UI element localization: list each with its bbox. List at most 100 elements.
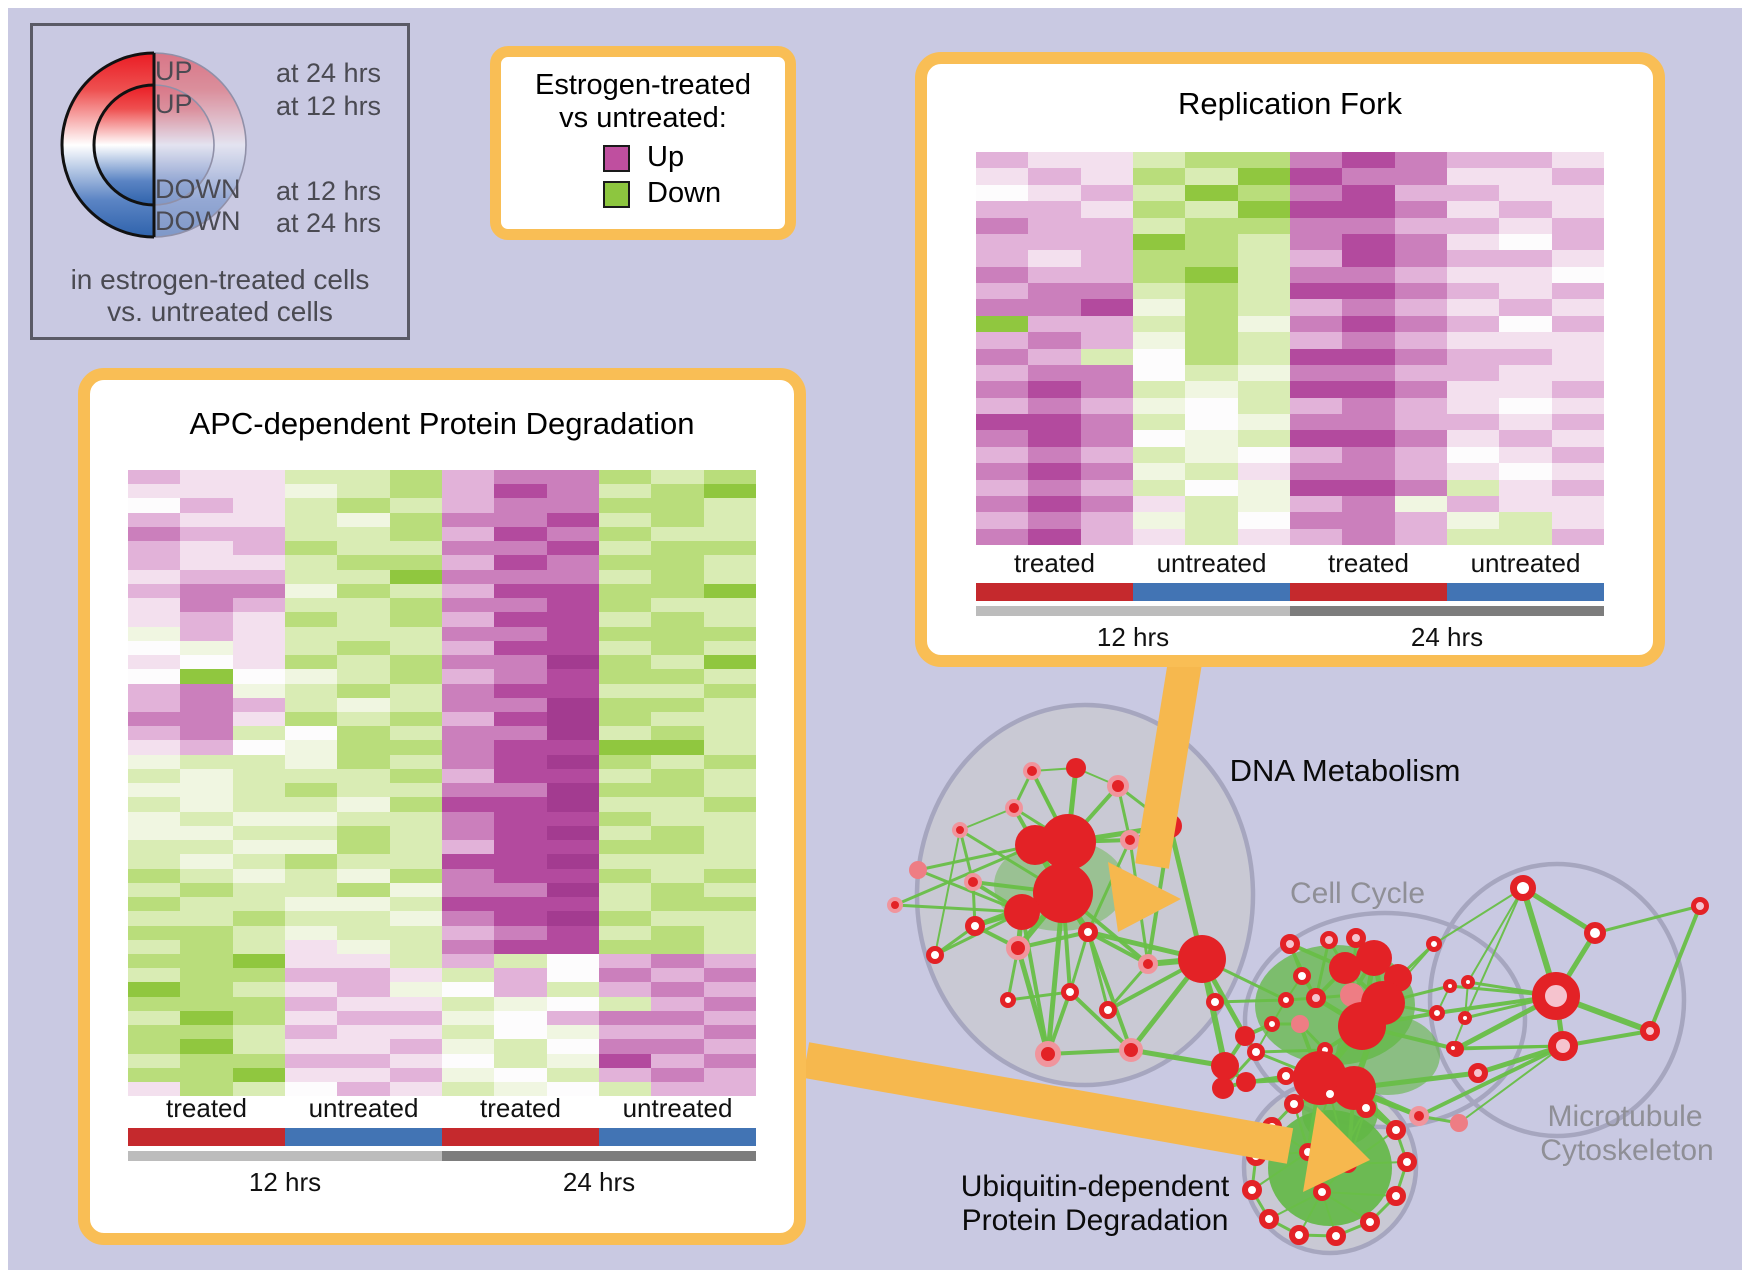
- gene-node-ring: [1640, 1021, 1660, 1041]
- network-edge: [934, 829, 961, 956]
- heatmap-row: [128, 669, 756, 684]
- heatmap-cell: [1237, 315, 1290, 333]
- heatmap-cell: [389, 1010, 442, 1026]
- gene-node-ring: [1000, 992, 1016, 1008]
- heatmap-cell: [1080, 348, 1133, 365]
- network-edge: [893, 843, 1037, 907]
- heatmap-cell: [232, 626, 285, 641]
- heatmap-cell: [1446, 463, 1500, 480]
- heatmap-cell: [546, 1010, 599, 1026]
- heatmap-cell: [494, 683, 547, 698]
- heatmap-cell: [128, 1010, 181, 1026]
- gene-node-ring: [1397, 1152, 1417, 1172]
- gene-node-ring: [1443, 979, 1457, 993]
- heatmap-cell: [441, 1010, 495, 1026]
- heatmap-cell: [651, 583, 704, 599]
- heatmap-cell: [284, 484, 338, 499]
- heatmap-cell: [284, 953, 338, 969]
- heatmap-cell: [703, 939, 756, 954]
- gene-node-ring: [1468, 1063, 1488, 1083]
- heatmap-cell: [1394, 266, 1447, 283]
- heatmap-cell: [441, 968, 495, 983]
- heatmap-cell: [546, 925, 599, 940]
- heatmap-cell: [703, 683, 756, 698]
- network-edge: [1068, 930, 1090, 994]
- heatmap-cell: [1132, 479, 1186, 496]
- heatmap-cell: [703, 711, 756, 727]
- heatmap-cell: [1446, 348, 1500, 365]
- gene-node-ring: [1313, 1183, 1331, 1201]
- heatmap-cell: [546, 797, 599, 812]
- heatmap-row: [128, 655, 756, 670]
- heatmap-cell: [180, 640, 233, 656]
- heatmap-cell: [1394, 463, 1447, 480]
- heatmap-cell: [976, 463, 1029, 480]
- gene-node-ring: [1409, 1106, 1429, 1126]
- heatmap-row: [976, 332, 1604, 349]
- heatmap-cell: [1499, 283, 1552, 300]
- gene-node-ring: [1458, 1011, 1472, 1025]
- network-edge: [1020, 910, 1050, 1056]
- heatmap-cell: [128, 1067, 181, 1083]
- heatmap-cell: [546, 911, 599, 926]
- gene-node-ring: [1356, 1098, 1376, 1118]
- heatmap-cell: [337, 740, 390, 755]
- heatmap-cell: [703, 498, 756, 513]
- inner-right-arc: [153, 84, 215, 206]
- gene-node-ring: [1320, 1084, 1340, 1104]
- heatmap-cell: [284, 754, 338, 769]
- heatmap-cell: [598, 783, 652, 798]
- heatmap-cell: [546, 626, 599, 641]
- heatmap-cell: [651, 868, 704, 883]
- untreated-bar: [285, 1128, 442, 1146]
- gene-node-ring: [965, 916, 985, 936]
- heatmap-cell: [1499, 381, 1552, 398]
- heatmap-cell: [180, 512, 233, 527]
- heatmap-cell: [389, 726, 442, 741]
- heatmap-cell: [1028, 168, 1081, 185]
- heatmap-cell: [232, 1082, 285, 1097]
- replication-fork-panel: Replication Fork treated untreated treated…: [915, 52, 1665, 667]
- heatmap-cell: [1237, 528, 1290, 545]
- heatmap-cell: [232, 825, 285, 841]
- heatmap-row: [128, 612, 756, 627]
- heatmap-cell: [1028, 152, 1081, 169]
- heatmap-cell: [337, 797, 390, 812]
- heatmap-cell: [1394, 217, 1447, 234]
- heatmap-cell: [180, 797, 233, 812]
- heatmap-cell: [389, 655, 442, 670]
- heatmap-cell: [1289, 381, 1343, 398]
- heatmap-cell: [389, 754, 442, 769]
- heatmap-cell: [1237, 348, 1290, 365]
- heatmap-cell: [1080, 528, 1133, 545]
- heatmap-cell: [180, 669, 233, 684]
- heatmap-row: [976, 446, 1604, 464]
- heatmap-cell: [1394, 364, 1447, 382]
- heatmap-cell: [180, 982, 233, 997]
- gene-node-ring: [1264, 1016, 1280, 1032]
- label-cell-cycle: Cell Cycle: [1289, 877, 1426, 910]
- heatmap-cell: [1080, 495, 1133, 513]
- heatmap-cell: [651, 470, 704, 485]
- heatmap-cell: [1446, 184, 1500, 202]
- heatmap-cell: [494, 939, 547, 954]
- heatmap-cell: [1185, 479, 1238, 496]
- heatmap-cell: [1132, 414, 1186, 431]
- heatmap-cell: [598, 498, 652, 513]
- heatmap-cell: [180, 1053, 233, 1068]
- heatmap-cell: [337, 626, 390, 641]
- heatmap-cell: [337, 484, 390, 499]
- heatmap-cell: [180, 854, 233, 869]
- heatmap-cell: [441, 697, 495, 712]
- gene-node-ring: [1280, 934, 1300, 954]
- heatmap-cell: [180, 811, 233, 826]
- heatmap-cell: [337, 982, 390, 997]
- heatmap-cell: [128, 541, 181, 556]
- heatmap-cell: [232, 1039, 285, 1054]
- heatmap-cell: [128, 953, 181, 969]
- gene-node-ring: [1386, 1186, 1406, 1206]
- heatmap-cell: [180, 498, 233, 513]
- heatmap-cell: [703, 612, 756, 627]
- heatmap-cell: [1028, 250, 1081, 267]
- heatmap-cell: [494, 768, 547, 784]
